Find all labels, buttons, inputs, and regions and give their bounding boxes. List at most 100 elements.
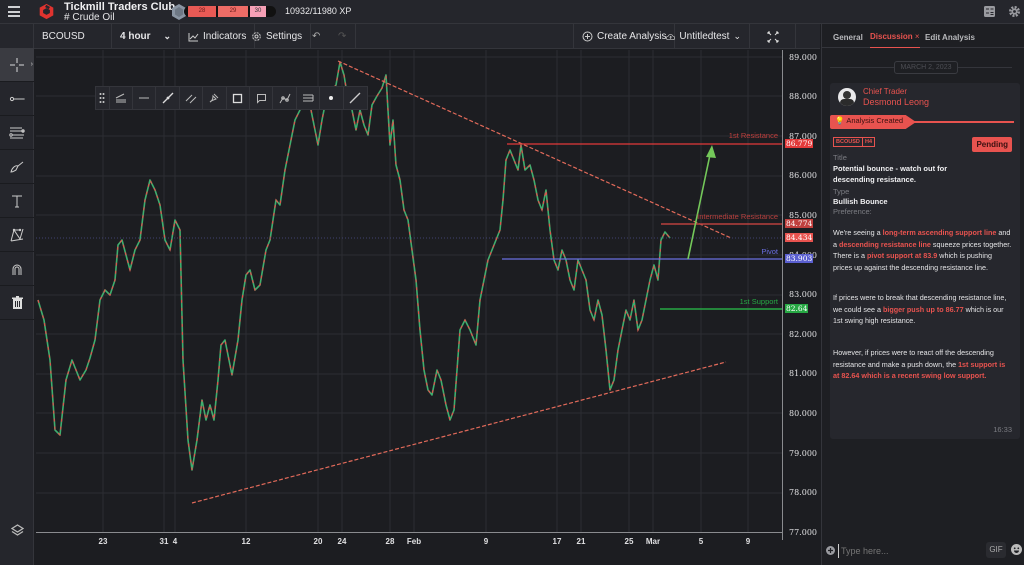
add-attachment-icon[interactable] <box>826 546 835 555</box>
dtool-callout[interactable] <box>250 87 274 109</box>
tool-brush[interactable] <box>0 150 34 184</box>
tool-pattern[interactable] <box>0 218 34 252</box>
plus-circle-icon <box>582 31 593 42</box>
message-time: 16:33 <box>993 425 1012 434</box>
timeframe-dropdown[interactable]: 4 hour ⌄ <box>112 24 180 49</box>
analysis-type: Bullish Bounce <box>833 197 888 206</box>
ray-icon <box>349 92 361 104</box>
dtool-hline[interactable] <box>133 87 157 109</box>
analysis-card: Chief Trader Desmond Leong 💡 Analysis Cre… <box>830 83 1020 439</box>
top-bar: Tickmill Traders Club # Crude Oil 28 29 … <box>0 0 1024 24</box>
chat-input[interactable] <box>838 544 978 558</box>
close-tab-icon[interactable]: × <box>914 32 920 41</box>
event-banner-line <box>910 121 1014 123</box>
menu-icon[interactable] <box>8 6 20 17</box>
analysis-paragraph-2: If prices were to break that descending … <box>833 293 1007 325</box>
dtool-dot[interactable] <box>320 87 344 109</box>
dtool-lines[interactable] <box>297 87 321 109</box>
crosshair-icon <box>10 57 24 72</box>
drawing-tools-sidebar: › <box>0 24 34 565</box>
trash-icon <box>11 295 23 309</box>
redo-button[interactable]: ↷ <box>330 24 356 49</box>
floating-drawing-toolbar <box>95 86 368 110</box>
pattern-icon <box>10 228 24 241</box>
gear-icon[interactable] <box>1008 5 1021 18</box>
price-label-1st-support: 82.64 <box>785 304 809 313</box>
level-label-intermediate-resistance: Intermediate Resistance <box>697 212 778 221</box>
time-axis[interactable]: 23 31 4 12 20 24 28 Feb 9 17 21 25 Mar 5… <box>36 532 782 552</box>
tool-crosshair[interactable]: › <box>0 48 34 82</box>
settings-button[interactable]: Settings <box>243 24 312 49</box>
dtool-ray[interactable] <box>344 87 367 109</box>
brush-icon <box>10 161 24 173</box>
layers-icon[interactable] <box>11 524 24 538</box>
parallel-channel-icon <box>185 94 197 104</box>
analysis-panel: General Discussion × Edit Analysis MARCH… <box>821 24 1024 565</box>
layout-dropdown[interactable]: Untitledtest ⌄ <box>658 24 750 49</box>
pen-icon <box>210 93 219 103</box>
chevron-down-icon: ⌄ <box>163 31 171 41</box>
tool-text[interactable] <box>0 184 34 218</box>
drag-handle[interactable] <box>96 87 110 109</box>
create-analysis-button[interactable]: Create Analysis <box>573 24 676 49</box>
author-name[interactable]: Desmond Leong <box>863 97 930 107</box>
dtool-rectangle[interactable] <box>227 87 250 109</box>
tool-magnet[interactable] <box>0 252 34 286</box>
price-label-pivot: 83.903 <box>785 254 814 263</box>
status-badge: Pending <box>972 137 1012 152</box>
price-chart[interactable]: 1st Resistance Intermediate Resistance P… <box>36 50 782 532</box>
undo-button[interactable]: ↶ <box>304 24 330 49</box>
dtool-fib[interactable] <box>110 87 134 109</box>
symbol-tag: BCOUSD <box>833 137 863 147</box>
horizontal-lines-icon <box>9 127 25 138</box>
text-icon <box>12 195 22 207</box>
level-label-1st-resistance: 1st Resistance <box>728 131 778 140</box>
xp-count: 10932/11980 XP <box>285 6 352 16</box>
lightbulb-icon: 💡 <box>835 116 845 125</box>
cloud-upload-icon <box>666 33 676 40</box>
gif-button[interactable]: GIF <box>986 542 1006 558</box>
author-role: Chief Trader <box>863 87 908 96</box>
chat-input-bar: GIF <box>822 536 1024 565</box>
dtool-trendline[interactable] <box>156 87 180 109</box>
emoji-icon[interactable] <box>1011 544 1022 555</box>
symbol-selector[interactable]: BCOUSD <box>34 24 112 49</box>
chevron-right-icon: › <box>30 61 33 68</box>
rectangle-icon <box>233 93 243 103</box>
magnet-icon <box>12 264 22 275</box>
chart-toolbar: BCOUSD 4 hour ⌄ Indicators Settings ↶ ↷ C… <box>34 24 820 49</box>
timeframe-tag: H4 <box>862 137 876 147</box>
channel-name[interactable]: # Crude Oil <box>64 12 115 23</box>
avatar <box>838 88 856 106</box>
trendline-icon <box>162 92 174 104</box>
redo-icon: ↷ <box>338 31 347 42</box>
dtool-brush[interactable] <box>203 87 227 109</box>
chart-canvas <box>36 50 782 532</box>
dtool-parallel[interactable] <box>180 87 204 109</box>
analysis-paragraph-3: However, if prices were to react off the… <box>833 348 1006 380</box>
date-separator: MARCH 2, 2023 <box>894 61 958 74</box>
indicators-icon <box>188 32 199 41</box>
event-banner <box>830 115 916 129</box>
fib-icon <box>115 93 126 103</box>
calculator-icon[interactable] <box>983 5 996 18</box>
fullscreen-button[interactable] <box>750 24 796 49</box>
analysis-title: Potential bounce - watch out for descend… <box>833 164 948 184</box>
tool-horizontal-ray[interactable] <box>0 82 34 116</box>
tab-general[interactable]: General <box>833 33 863 42</box>
fullscreen-icon <box>767 31 778 42</box>
logo-icon <box>39 3 54 20</box>
price-label-current: 84.434 <box>785 233 814 242</box>
dot-icon <box>329 96 334 100</box>
price-axis[interactable]: 89.000 88.000 87.000 86.000 85.000 84.00… <box>782 50 820 540</box>
dtool-path[interactable] <box>273 87 297 109</box>
level-label-pivot: Pivot <box>761 247 778 256</box>
analysis-paragraph-1: We're seeing a long-term ascending suppo… <box>833 228 1012 272</box>
divider <box>830 67 894 68</box>
panel-tabs: General Discussion × Edit Analysis <box>822 24 1024 48</box>
tool-trash[interactable] <box>0 286 34 320</box>
horizontal-lines-icon <box>302 94 314 102</box>
tab-edit-analysis[interactable]: Edit Analysis <box>925 33 975 42</box>
tool-horizontal-lines[interactable] <box>0 116 34 150</box>
tab-discussion[interactable]: Discussion × <box>870 32 920 48</box>
